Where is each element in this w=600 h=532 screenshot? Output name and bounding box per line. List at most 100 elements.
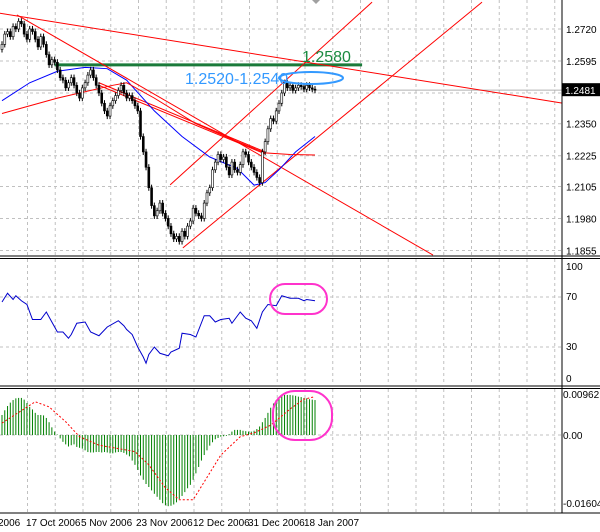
candle [244,148,248,158]
candle-body [213,161,217,171]
macd-tick-label: 0.00962 [563,390,600,401]
candle [36,36,40,50]
candle-body [153,205,156,217]
candle-body [130,95,134,101]
moving-average-line [1,66,316,186]
candle [233,159,236,173]
candle [175,233,178,242]
candle [283,79,286,97]
candle [158,200,162,214]
candle-body [147,166,151,189]
candle-body [219,154,223,160]
candle-body [247,154,250,163]
candle-body [36,38,40,48]
candle [277,100,281,114]
candle-body [122,85,126,94]
candle-body [50,59,54,66]
candle [169,223,173,237]
candle [50,56,54,68]
candle [155,207,159,219]
candle-body [31,28,34,32]
candle [302,83,306,93]
candle [75,82,79,97]
candle-body [72,77,76,86]
candle-body [83,82,87,89]
candle [100,89,104,107]
candle [269,115,272,132]
candle [114,92,117,104]
candle [39,33,43,50]
date-tick-label: 17 Oct 2006 [26,518,81,529]
panel-frames [0,0,600,514]
candle [280,89,284,107]
candle [25,31,29,43]
date-tick-label: 23 Nov 2006 [136,518,193,529]
date-tick-label: 5 Nov 2006 [81,518,133,529]
candle-body [197,213,200,217]
candle [14,23,18,33]
candle [200,212,203,222]
candle [11,23,15,40]
candle [56,59,59,74]
candle-body [272,118,275,122]
axes: 1.2720 1.2595 1.2350 1.2225 1.2105 1.1980 1.18… [0,25,600,529]
candle [291,82,295,94]
candle-body [200,215,203,219]
date-tick-label: 31 Dec 2006 [248,518,305,529]
candle [310,84,314,93]
candle [3,31,7,48]
candle [139,107,142,140]
trend-line [182,1,483,249]
candle [205,189,209,207]
candle [72,74,76,89]
candle [117,87,120,99]
candle-body [169,225,173,235]
candle-body [277,102,281,112]
candle-body [305,85,309,90]
candle [130,92,134,104]
candle-body [236,169,239,173]
candle [294,84,297,94]
candle-body [222,156,225,160]
candle-body [14,26,18,30]
candle-body [128,95,131,99]
candle [122,82,126,97]
candle-body [45,44,48,55]
candle-body [255,172,259,178]
candle [103,100,106,114]
rsi-panel[interactable] [1,283,328,365]
rsi-tick-label: 30 [566,342,578,353]
candle [20,18,23,27]
candle [288,82,292,91]
candle-body [141,136,145,153]
candle-body [20,21,23,25]
candle-body [202,202,206,219]
candle-body [17,21,20,30]
candle [255,169,259,181]
rsi-tick-label: 0 [566,374,572,385]
macd-panel[interactable] [1,390,333,507]
candle [9,28,12,40]
rsi-highlight-ellipse [269,283,328,315]
candle [97,82,101,97]
candle-body [144,151,148,168]
candle-body [111,100,115,107]
candle [64,77,68,91]
price-tick-label: 1.2595 [566,57,597,68]
candle-body [105,110,109,117]
candle [261,148,264,186]
candle [81,84,84,102]
trend-line [169,1,373,186]
price-panel[interactable] [0,1,562,256]
candle-body [42,36,45,45]
candle-body [61,77,65,81]
candle-body [189,220,192,227]
candle [161,200,164,217]
candle-body [208,187,212,194]
date-tick-label: 12 Dec 2006 [193,518,250,529]
candle [61,74,65,84]
candle [216,151,220,166]
candle [28,25,32,43]
